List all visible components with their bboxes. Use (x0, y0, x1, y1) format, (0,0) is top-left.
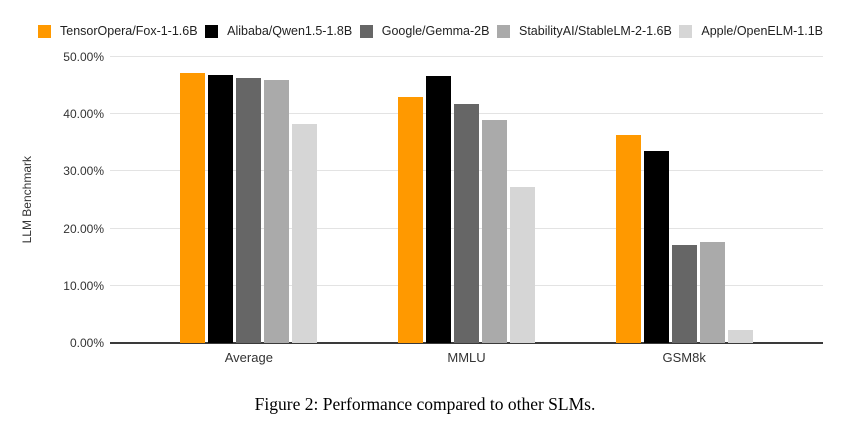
y-tick-label: 0.00% (69, 336, 104, 350)
bar (727, 330, 753, 343)
bar-group-gsm8k: GSM8k (575, 57, 793, 365)
chart-legend: TensorOpera/Fox-1-1.6B Alibaba/Qwen1.5-1.… (38, 24, 823, 38)
legend-swatch-icon (679, 24, 693, 38)
legend-swatch-icon (359, 24, 373, 38)
figure-caption: Figure 2: Performance compared to other … (254, 394, 596, 414)
bar-group-average: Average (140, 57, 358, 365)
bar (398, 96, 423, 343)
x-tick-label: MMLU (447, 350, 486, 365)
bar (482, 120, 507, 343)
y-tick-label: 20.00% (63, 221, 104, 236)
bar (615, 134, 641, 343)
x-tick-label: Average (224, 350, 273, 365)
legend-label: Google/Gemma-2B (381, 24, 490, 38)
y-tick-label: 10.00% (63, 278, 104, 293)
y-axis-tick-labels: 0.00% 10.00% 20.00% 30.00% 40.00% 50.00% (0, 50, 104, 350)
legend-label: Apple/OpenELM-1.1B (701, 24, 823, 38)
bar (208, 75, 234, 343)
bar (510, 186, 535, 343)
legend-item: TensorOpera/Fox-1-1.6B (38, 24, 198, 38)
legend-swatch-icon (38, 24, 51, 38)
legend-item: Apple/OpenELM-1.1B (679, 24, 823, 38)
gridline (110, 56, 823, 57)
bar (264, 80, 290, 343)
bar-group-mmlu: MMLU (358, 57, 576, 365)
x-tick-label: GSM8k (662, 350, 706, 365)
bar (671, 245, 697, 343)
y-tick-label: 30.00% (63, 164, 104, 179)
legend-item: Google/Gemma-2B (359, 24, 490, 38)
bar (454, 103, 479, 343)
legend-swatch-icon (205, 24, 219, 38)
y-tick-label: 40.00% (63, 107, 104, 122)
bar (236, 77, 262, 343)
bar (643, 150, 669, 343)
legend-label: Alibaba/Qwen1.5-1.8B (227, 24, 353, 38)
legend-swatch-icon (496, 24, 510, 38)
legend-item: Alibaba/Qwen1.5-1.8B (205, 24, 352, 38)
y-tick-label: 50.00% (63, 50, 104, 64)
x-axis-line (110, 342, 823, 344)
bar-groups: Average MMLU GSM8k (140, 57, 793, 365)
legend-item: StabilityAI/StableLM-2-1.6B (496, 24, 672, 38)
bar (180, 73, 206, 343)
legend-label: StabilityAI/StableLM-2-1.6B (518, 24, 672, 38)
legend-label: TensorOpera/Fox-1-1.6B (60, 24, 198, 38)
plot-area: Average MMLU GSM8k (110, 56, 823, 365)
bar (426, 75, 451, 343)
bar (699, 241, 725, 343)
bar (292, 123, 318, 343)
